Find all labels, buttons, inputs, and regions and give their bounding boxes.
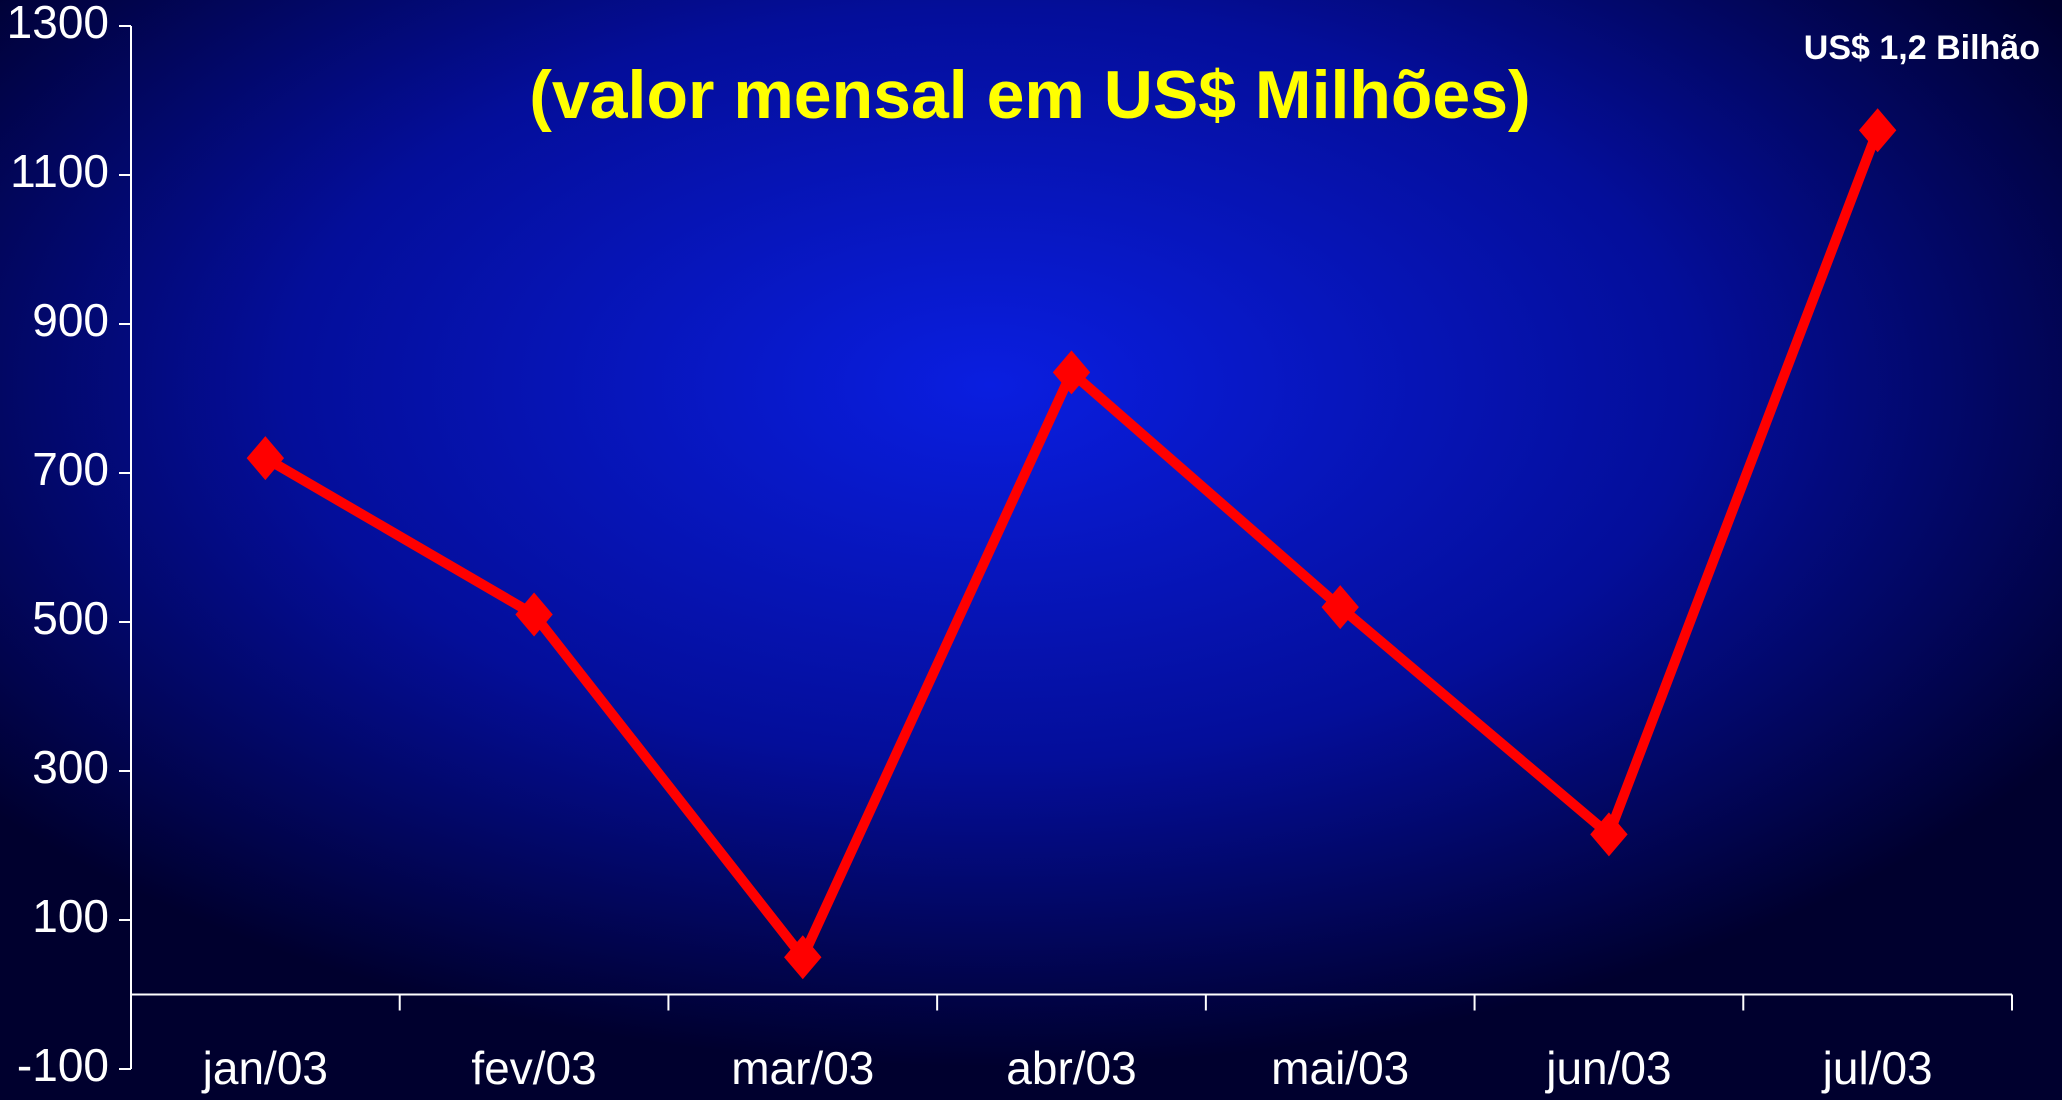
marker [1590, 812, 1628, 857]
marker [1321, 585, 1359, 630]
marker [246, 436, 285, 481]
y-tick-label: 500 [32, 592, 109, 644]
y-tick-label: -100 [17, 1039, 109, 1091]
chart-title: (valor mensal em US$ Milhões) [529, 57, 1530, 133]
y-tick-label: 700 [32, 443, 109, 495]
y-tick-label: 1300 [7, 0, 109, 48]
y-tick-label: 100 [32, 890, 109, 942]
marker [1052, 350, 1091, 395]
annotation: US$ 1,2 Bilhão [1804, 29, 2040, 67]
x-tick-label: fev/03 [471, 1042, 596, 1094]
marker [1858, 108, 1897, 153]
x-tick-label: mar/03 [731, 1042, 874, 1094]
x-tick-label: abr/03 [1006, 1042, 1136, 1094]
marker [784, 935, 822, 980]
x-tick-label: jun/03 [1544, 1042, 1671, 1094]
y-tick-label: 900 [32, 294, 109, 346]
y-tick-label: 1100 [10, 145, 109, 197]
y-tick-label: 300 [32, 741, 109, 793]
x-tick-label: jul/03 [1821, 1042, 1933, 1094]
x-tick-label: mai/03 [1271, 1042, 1409, 1094]
x-tick-label: jan/03 [201, 1042, 328, 1094]
marker [515, 592, 553, 637]
